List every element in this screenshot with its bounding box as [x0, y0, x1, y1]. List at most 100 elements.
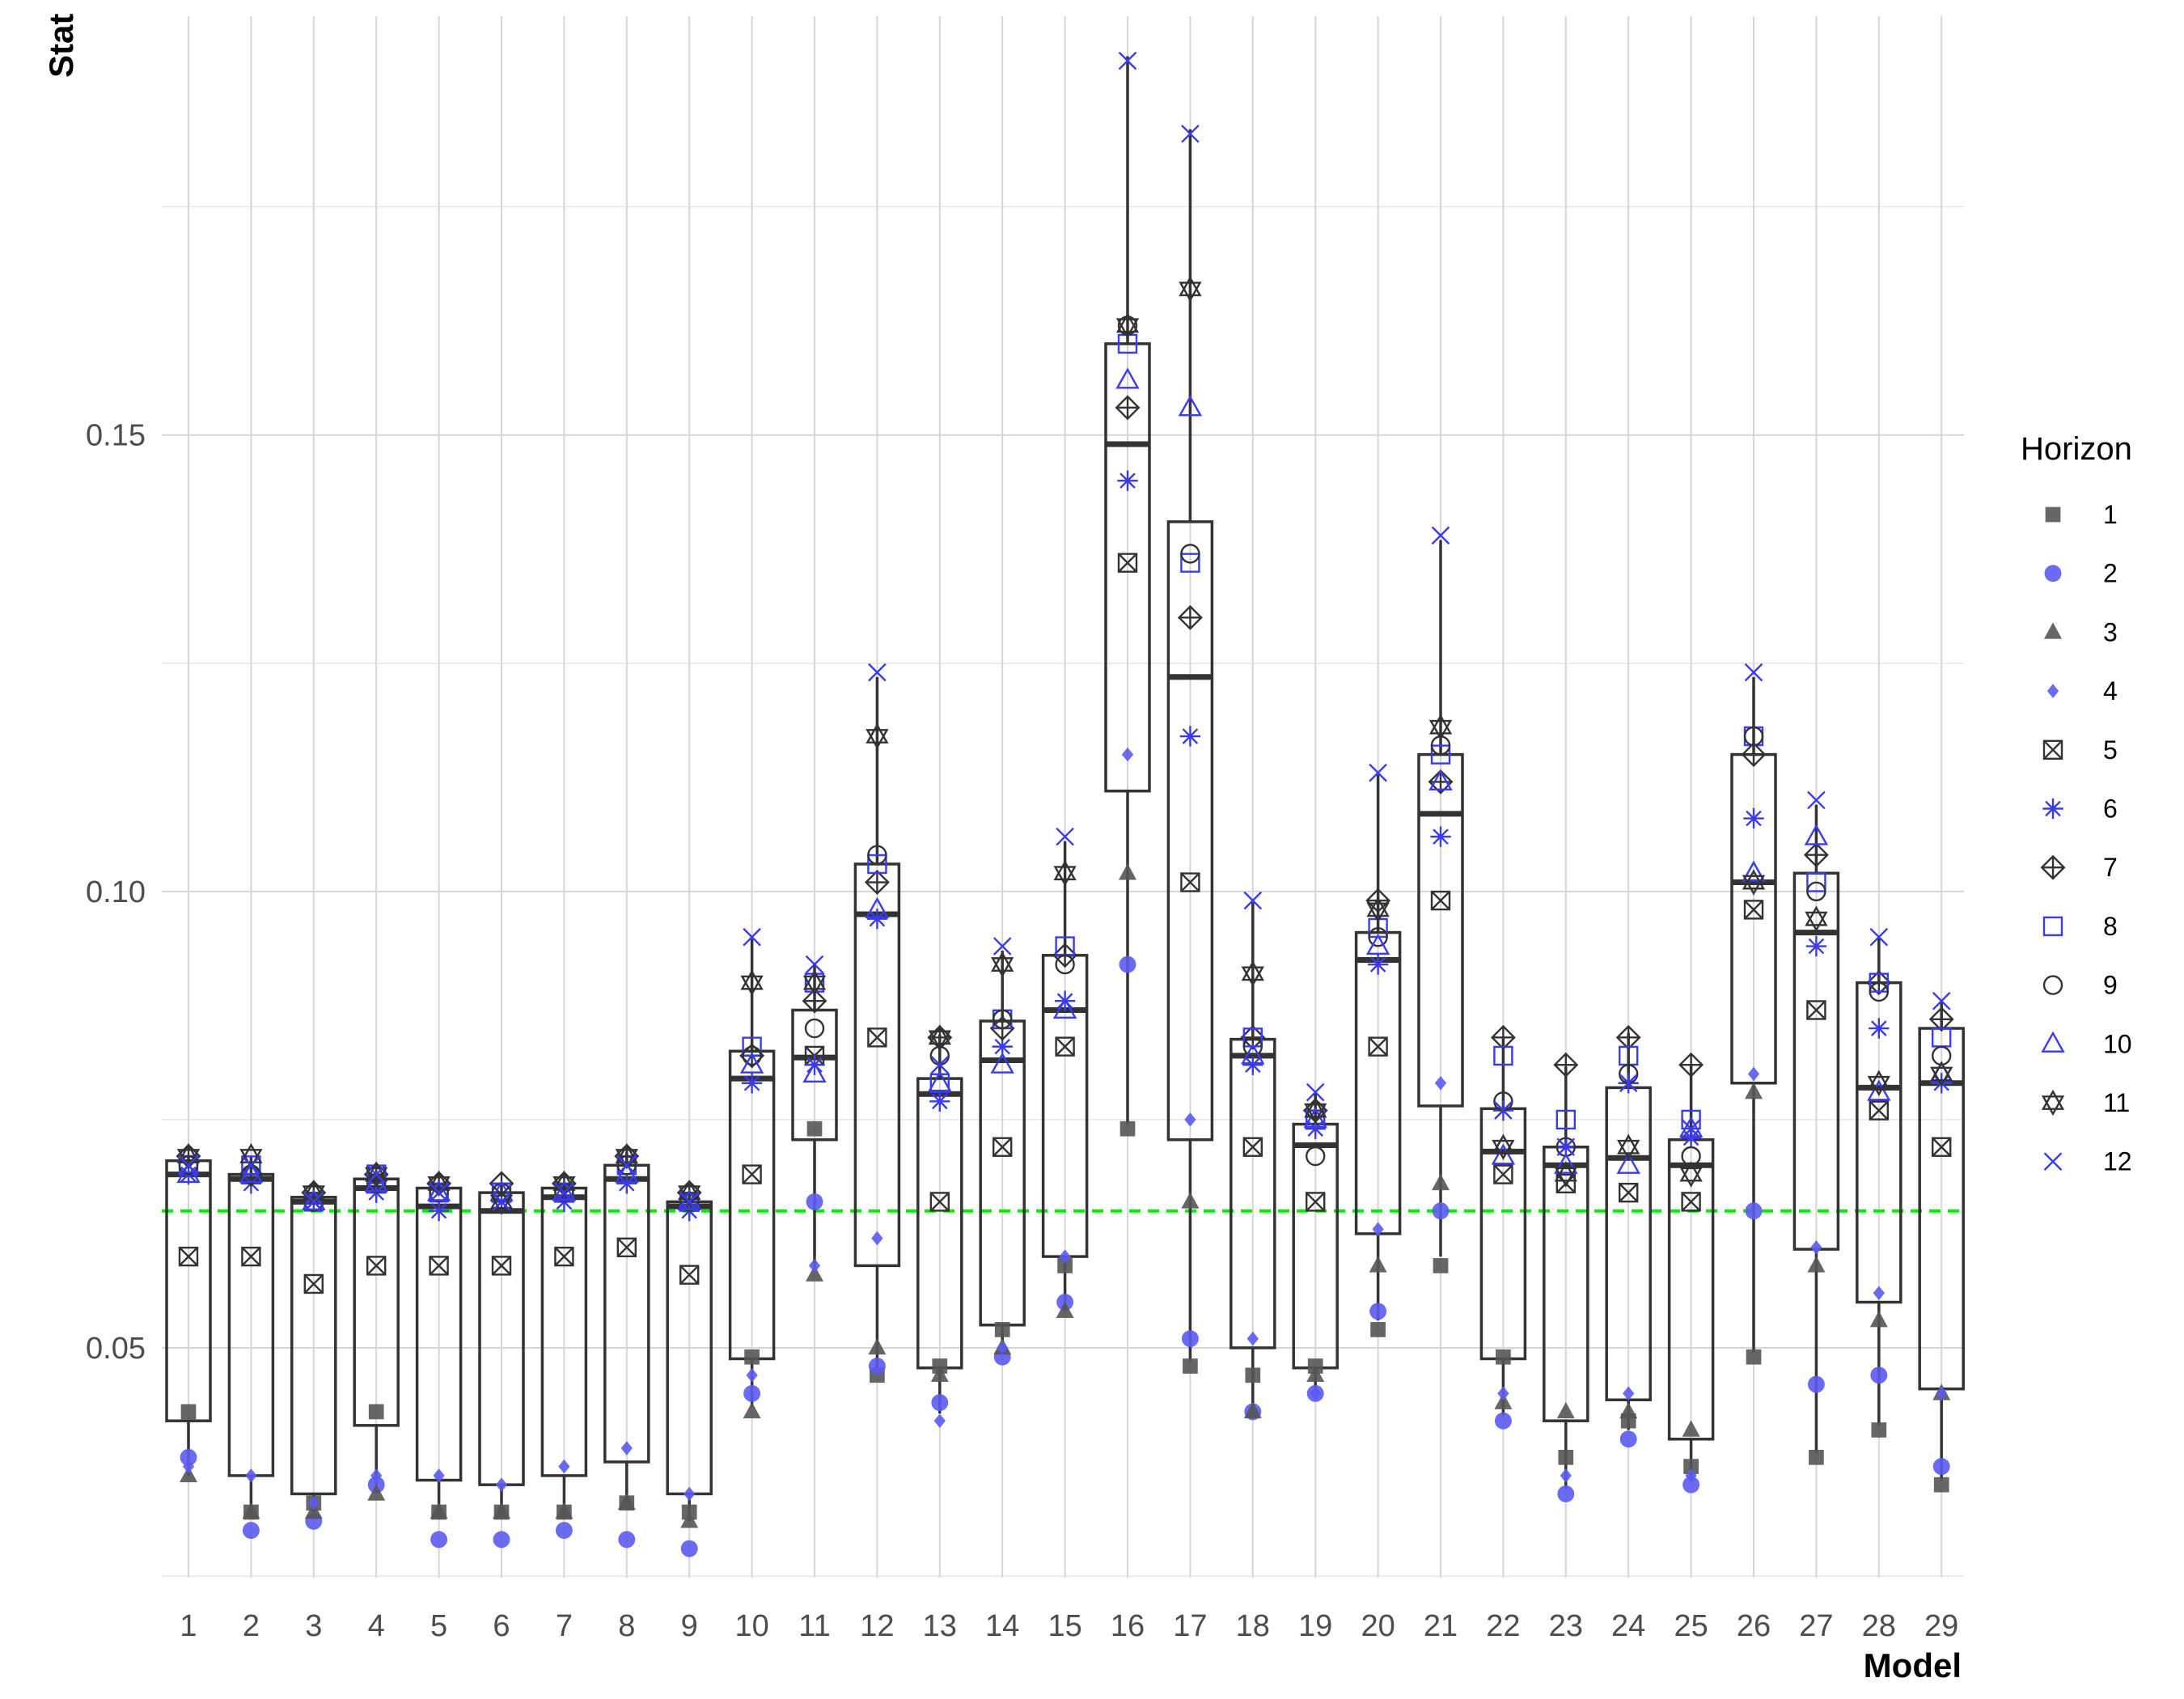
marker-square [554, 1246, 574, 1267]
point-h10-m15 [1052, 997, 1077, 1019]
marker-diamond-filled [1560, 1468, 1572, 1483]
marker-diamond-filled [1121, 747, 1134, 762]
marker-diamond-filled [871, 1231, 883, 1246]
marker-triangle-up [489, 1188, 514, 1210]
legend-key-2 [2044, 565, 2062, 583]
point-h3-m17 [1181, 1192, 1200, 1209]
marker-square-filled [1433, 1258, 1449, 1273]
marker-triangle-up [1115, 312, 1140, 333]
point-h1-m23 [1558, 1449, 1574, 1465]
marker-triangle-open [239, 1161, 264, 1184]
marker-asterisk-arm-3 [743, 1074, 760, 1091]
marker-triangle-down [302, 1185, 325, 1206]
point-h10-m6 [489, 1180, 514, 1201]
marker-triangle-up [1428, 714, 1453, 735]
marker-triangle-open [1678, 1116, 1704, 1138]
marker-square [1117, 553, 1138, 573]
point-h2-m22 [1494, 1412, 1512, 1430]
point-h5-m29 [1931, 1137, 1952, 1157]
point-h8-m28 [1869, 972, 1890, 993]
marker-x-b [1619, 1183, 1639, 1202]
point-h6-m17 [1179, 726, 1201, 747]
marker-circle-filled [1807, 1375, 1825, 1393]
x-tick-label: 21 [1424, 1609, 1458, 1643]
point-h10-m21 [1428, 769, 1453, 790]
point-h1-m16 [1120, 1121, 1136, 1137]
marker-triangle-up [1930, 1061, 1953, 1082]
point-h3-m11 [806, 1265, 823, 1282]
point-h2-m7 [555, 1522, 573, 1540]
marker-triangle-open [802, 1061, 827, 1083]
marker-circle-open [867, 845, 887, 865]
marker-triangle-down [2041, 1095, 2065, 1116]
point-h6-m28 [1869, 1018, 1890, 1039]
point-h1-m18 [1245, 1367, 1261, 1383]
marker-square [303, 1273, 324, 1294]
point-h12-m27 [1807, 790, 1826, 810]
marker-triangle-up [1617, 1133, 1640, 1155]
marker-triangle-up [928, 1024, 951, 1045]
marker-circle-filled [1870, 1366, 1888, 1384]
point-h3-m28 [1869, 1310, 1888, 1328]
point-h12-m21 [1431, 526, 1450, 545]
x-tick-label: 25 [1674, 1609, 1708, 1643]
legend-key-6 [2042, 798, 2063, 820]
point-h3-m12 [868, 1337, 887, 1355]
point-h12-m23 [1556, 1138, 1576, 1157]
point-h9-m1 [178, 1155, 199, 1176]
marker-asterisk-arm-3 [1808, 938, 1825, 955]
marker-triangle-down [1179, 282, 1202, 303]
marker-x-b [555, 1183, 574, 1202]
point-h2-m12 [868, 1358, 886, 1375]
marker-asterisk-arm-3 [1369, 956, 1386, 972]
marker-circle-open [1743, 726, 1764, 747]
point-h1-m21 [1433, 1258, 1449, 1273]
marker-square-open [1180, 553, 1200, 573]
point-h6-m18 [1242, 1054, 1263, 1075]
marker-circle-filled [1745, 1202, 1763, 1220]
legend-label-2: 2 [2103, 559, 2118, 588]
grid [162, 16, 1964, 1578]
x-tick-label: 2 [243, 1609, 260, 1643]
legend-key-11 [2041, 1089, 2065, 1116]
marker-triangle-up [866, 722, 889, 744]
point-h11-m7 [552, 1170, 576, 1197]
point-h8-m21 [1430, 744, 1451, 765]
point-h11-m28 [1867, 1070, 1890, 1096]
marker-triangle-filled [1745, 1082, 1763, 1099]
point-h12-m19 [1306, 1083, 1325, 1102]
point-h1-m4 [368, 1404, 384, 1420]
point-h1-m15 [1057, 1258, 1073, 1273]
marker-diamond-filled [997, 1341, 1009, 1355]
marker-triangle-open [1491, 1143, 1516, 1165]
point-h7-m22 [1490, 1024, 1516, 1050]
point-h9-m10 [742, 1045, 762, 1066]
point-h11-m19 [1304, 1097, 1327, 1124]
marker-triangle-up [1241, 960, 1264, 981]
marker-circle-filled [1181, 1330, 1199, 1348]
point-h3-m9 [680, 1511, 699, 1528]
point-h4-m22 [1497, 1386, 1509, 1401]
marker-square [1743, 900, 1764, 920]
legend-item-8: 8 [2042, 912, 2118, 941]
point-h10-m28 [1867, 1079, 1891, 1101]
point-h2-m20 [1369, 1303, 1387, 1320]
point-h4-m9 [684, 1486, 696, 1502]
marker-x-b [1619, 1074, 1638, 1093]
marker-triangle-open [176, 1161, 201, 1184]
marker-triangle-filled [493, 1502, 510, 1519]
point-h2-m16 [1119, 955, 1136, 973]
point-h1-m11 [806, 1121, 823, 1137]
marker-triangle-open [1052, 997, 1077, 1019]
point-h12-m22 [1494, 1101, 1513, 1120]
point-h4-m8 [620, 1441, 633, 1455]
point-h4-m6 [495, 1477, 508, 1492]
point-h10-m17 [1178, 395, 1203, 417]
marker-x-b [1555, 1174, 1576, 1193]
marker-diamond-filled [182, 1459, 195, 1474]
marker-diamond-filled [1936, 1386, 1948, 1401]
point-h5-m5 [429, 1256, 449, 1276]
point-h1-m29 [1933, 1477, 1949, 1493]
point-h4-m20 [1372, 1222, 1384, 1237]
y-axis-title: Stat [42, 14, 80, 78]
